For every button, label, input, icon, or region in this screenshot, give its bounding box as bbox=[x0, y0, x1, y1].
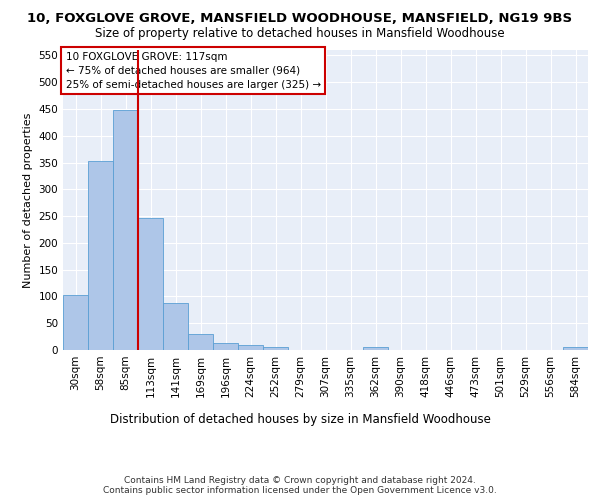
Bar bbox=[138, 218, 163, 350]
Y-axis label: Number of detached properties: Number of detached properties bbox=[23, 112, 33, 288]
Bar bbox=[88, 161, 113, 350]
Bar bbox=[563, 348, 588, 350]
Bar bbox=[63, 295, 88, 350]
Text: Distribution of detached houses by size in Mansfield Woodhouse: Distribution of detached houses by size … bbox=[110, 412, 490, 426]
Bar bbox=[238, 345, 263, 350]
Text: Contains HM Land Registry data © Crown copyright and database right 2024.
Contai: Contains HM Land Registry data © Crown c… bbox=[103, 476, 497, 495]
Text: Size of property relative to detached houses in Mansfield Woodhouse: Size of property relative to detached ho… bbox=[95, 28, 505, 40]
Text: 10, FOXGLOVE GROVE, MANSFIELD WOODHOUSE, MANSFIELD, NG19 9BS: 10, FOXGLOVE GROVE, MANSFIELD WOODHOUSE,… bbox=[28, 12, 572, 26]
Bar bbox=[113, 110, 138, 350]
Bar bbox=[263, 348, 288, 350]
Bar bbox=[163, 303, 188, 350]
Bar bbox=[363, 348, 388, 350]
Bar bbox=[188, 334, 213, 350]
Text: 10 FOXGLOVE GROVE: 117sqm
← 75% of detached houses are smaller (964)
25% of semi: 10 FOXGLOVE GROVE: 117sqm ← 75% of detac… bbox=[65, 52, 321, 90]
Bar bbox=[213, 342, 238, 350]
